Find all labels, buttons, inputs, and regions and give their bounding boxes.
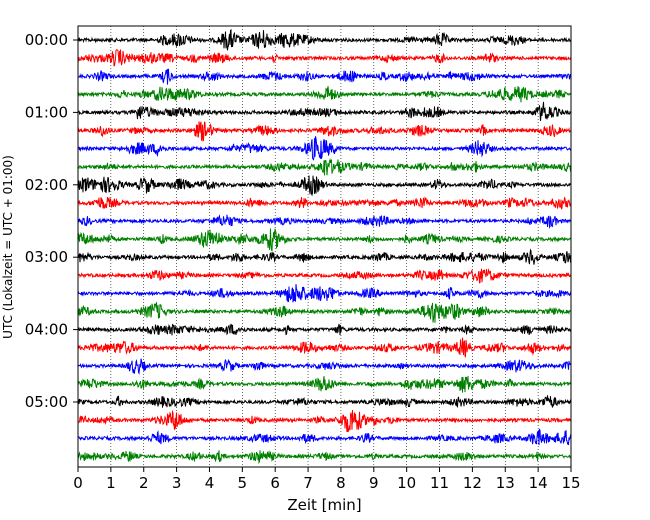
trace-row-17 xyxy=(77,337,572,358)
trace-row-9 xyxy=(77,196,572,210)
trace-row-14 xyxy=(77,284,572,303)
x-tick-label-15: 15 xyxy=(561,474,580,492)
x-tick-label-11: 11 xyxy=(430,474,449,492)
x-tick-label-2: 2 xyxy=(139,474,149,492)
x-tick-label-5: 5 xyxy=(238,474,248,492)
trace-row-22 xyxy=(77,428,572,446)
trace-row-20 xyxy=(77,395,572,409)
x-tick-label-12: 12 xyxy=(463,474,482,492)
x-tick-label-3: 3 xyxy=(172,474,182,492)
trace-row-18 xyxy=(77,358,572,376)
trace-row-0 xyxy=(77,28,572,51)
x-tick-label-4: 4 xyxy=(205,474,215,492)
x-tick-label-8: 8 xyxy=(336,474,346,492)
trace-row-21 xyxy=(77,409,572,433)
y-axis-label: UTC (Lokalzeit = UTC + 01:00) xyxy=(1,155,15,339)
seismic-traces xyxy=(77,28,572,465)
trace-row-19 xyxy=(77,375,572,393)
y-tick-label-00:00: 00:00 xyxy=(25,31,68,49)
trace-row-10 xyxy=(77,214,572,229)
trace-row-1 xyxy=(77,49,572,67)
trace-row-12 xyxy=(77,248,572,265)
trace-row-5 xyxy=(77,121,572,142)
trace-row-7 xyxy=(77,157,572,176)
y-tick-label-02:00: 02:00 xyxy=(25,176,68,194)
trace-row-2 xyxy=(78,68,572,85)
trace-row-11 xyxy=(77,228,572,252)
trace-row-6 xyxy=(77,136,572,161)
trace-row-23 xyxy=(77,450,572,465)
y-axis-ticks: 00:00 01:00 02:00 03:00 04:00 05:00 xyxy=(25,31,78,411)
y-tick-label-03:00: 03:00 xyxy=(25,248,68,266)
y-tick-label-04:00: 04:00 xyxy=(25,321,68,339)
y-tick-label-05:00: 05:00 xyxy=(25,393,68,411)
x-tick-label-1: 1 xyxy=(106,474,116,492)
trace-row-13 xyxy=(77,268,572,284)
x-tick-label-9: 9 xyxy=(369,474,379,492)
plot-frame xyxy=(77,25,572,468)
x-axis-label: Zeit [min] xyxy=(287,496,361,514)
x-tick-label-14: 14 xyxy=(529,474,548,492)
x-axis-ticks: 0 1 2 3 4 5 6 7 8 9 10 11 12 13 14 15 xyxy=(73,467,581,492)
y-tick-label-01:00: 01:00 xyxy=(25,103,68,121)
trace-row-16 xyxy=(77,323,572,336)
x-tick-label-10: 10 xyxy=(397,474,416,492)
x-tick-label-0: 0 xyxy=(73,474,83,492)
trace-row-15 xyxy=(77,302,572,323)
x-tick-label-7: 7 xyxy=(303,474,313,492)
x-tick-label-13: 13 xyxy=(496,474,515,492)
trace-row-4 xyxy=(77,101,572,121)
trace-row-8 xyxy=(77,175,572,197)
trace-row-3 xyxy=(77,86,572,103)
x-tick-label-6: 6 xyxy=(270,474,280,492)
